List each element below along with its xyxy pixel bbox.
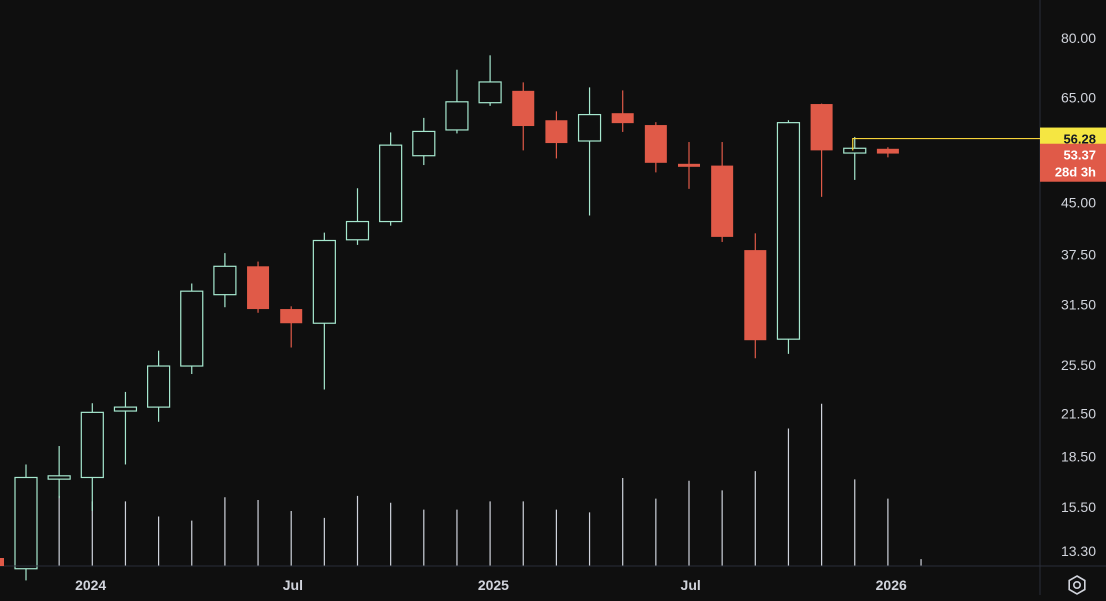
candle [412,117,436,166]
candle [213,253,237,308]
y-tick-label: 37.50 [1061,247,1096,263]
settings-button[interactable] [1066,574,1088,596]
candle [644,122,667,173]
candle [810,103,833,197]
x-tick-label: 2026 [876,577,907,593]
x-tick-label: Jul [681,577,701,593]
bar-countdown-label: 28d 3h [1055,165,1096,180]
last-price-label: 53.37 [1063,148,1096,163]
candle [744,233,767,359]
y-tick-label: 31.50 [1061,296,1096,312]
y-tick-label: 25.50 [1061,357,1096,373]
candle [14,464,38,581]
y-tick-label: 65.00 [1061,89,1096,105]
candle [345,188,370,245]
candle [577,87,602,216]
candle [379,132,403,226]
price-line [852,137,1040,151]
candle [876,147,899,158]
x-tick-label: 2025 [478,577,509,593]
last-price-badge [1040,143,1106,182]
candle [180,283,204,375]
y-tick-label: 13.30 [1061,543,1096,559]
candle [512,82,535,151]
candles [14,55,899,581]
candle [611,90,634,132]
y-tick-label: 21.50 [1061,406,1096,422]
candle [711,142,734,242]
candle [545,111,568,159]
candle [113,391,138,465]
candle [147,350,171,422]
x-tick-label: Jul [283,577,303,593]
volume-bars [25,403,922,566]
candle [678,142,700,189]
y-tick-label: 45.00 [1061,195,1096,211]
candle [776,120,801,354]
price-line-label: 56.28 [1063,132,1096,147]
x-tick-label: 2024 [75,577,106,593]
y-tick-label: 15.50 [1061,499,1096,515]
candle [80,403,104,511]
candle [280,306,303,348]
y-tick-label: 18.50 [1061,449,1096,465]
candle [47,446,71,499]
candle [312,232,336,390]
candle [478,55,502,106]
candle [445,69,469,134]
candle [843,136,867,180]
y-tick-label: 80.00 [1061,30,1096,46]
candle [247,261,270,313]
edge-marker [0,558,4,566]
settings-icon [1068,575,1086,595]
